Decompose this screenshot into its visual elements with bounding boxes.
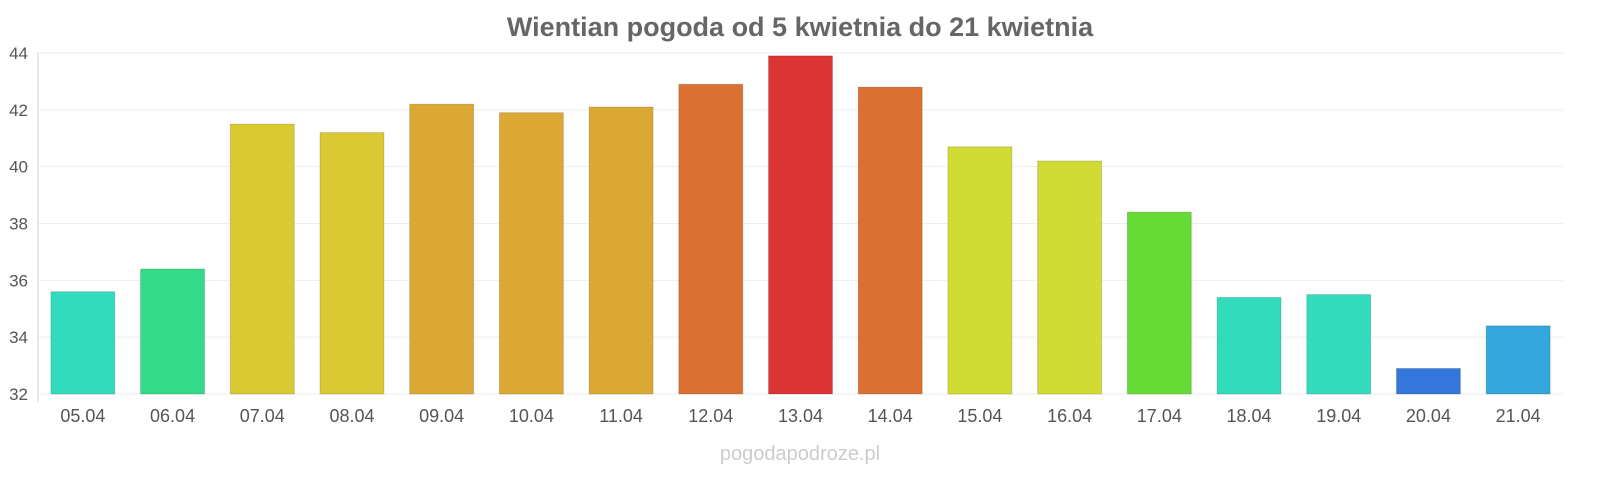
x-tick-label: 11.04 [599,406,643,426]
y-tick-label: 38 [9,215,28,234]
x-tick-label: 13.04 [778,406,823,426]
bar-19.04 [1306,294,1372,395]
x-tick-label: 16.04 [1047,406,1092,426]
bar-21.04 [1485,325,1551,395]
x-tick-label: 15.04 [957,406,1002,426]
bar-13.04 [768,55,833,395]
bar-16.04 [1037,160,1103,395]
bar-10.04 [498,112,564,395]
y-tick-label: 34 [9,328,28,347]
x-tick-label: 08.04 [329,406,374,426]
y-tick-label: 42 [9,101,28,120]
bar-14.04 [857,86,923,395]
x-tick-label: 17.04 [1137,406,1182,426]
x-tick-label: 06.04 [150,406,195,426]
bar-06.04 [140,268,206,395]
bar-09.04 [409,103,475,395]
y-tick-label: 44 [9,44,28,63]
bar-17.04 [1126,211,1192,395]
bar-11.04 [588,106,654,395]
y-tick-label: 36 [9,271,28,290]
x-tick-label: 14.04 [868,406,913,426]
x-tick-label: 10.04 [509,406,554,426]
bar-18.04 [1216,296,1282,395]
chart-title: Wientian pogoda od 5 kwietnia do 21 kwie… [507,12,1094,42]
watermark: pogodapodroze.pl [720,443,880,465]
bar-12.04 [678,83,744,395]
x-tick-label: 20.04 [1406,406,1451,426]
x-tick-label: 21.04 [1496,406,1541,426]
bar-07.04 [229,123,295,395]
x-tick-label: 18.04 [1227,406,1272,426]
x-tick-label: 19.04 [1316,406,1361,426]
y-tick-label: 32 [9,385,28,404]
bar-05.04 [50,291,116,395]
bar-08.04 [319,132,385,395]
x-tick-label: 09.04 [419,406,464,426]
x-tick-label: 07.04 [240,406,285,426]
x-tick-label: 05.04 [60,406,105,426]
bar-20.04 [1395,367,1461,395]
y-tick-label: 40 [9,158,28,177]
bar-15.04 [947,146,1013,395]
x-tick-label: 12.04 [688,406,733,426]
